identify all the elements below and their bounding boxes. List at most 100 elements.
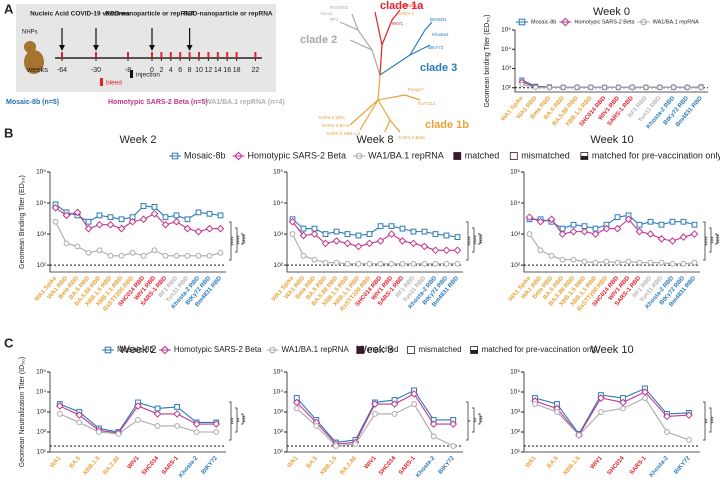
key-label: bleed [106,80,122,87]
point [216,224,225,233]
point [635,227,644,236]
y-tick-label: 10² [37,262,47,269]
leaf-label: Khosta2 [432,32,449,37]
point [570,256,577,263]
week-label: -64 [57,67,67,74]
group: WA1/BA.1 repRNA (n=4) [205,99,285,106]
leaf-label: SARS-2 Beta [398,135,425,140]
y-tick-label: 10³ [511,409,521,416]
point [657,84,663,90]
y-axis-label: Geomean Binding Titer (ED₅₀) [19,175,26,269]
series-line [534,397,690,441]
leaf-label: RmYN02 [330,5,349,10]
point [449,420,458,428]
bleed-icon [100,78,103,86]
point [698,84,704,90]
point [390,400,399,408]
sig-stars: ** [238,417,244,422]
point [377,223,384,230]
point [332,237,341,245]
point [344,260,351,267]
point [429,420,438,428]
series-line [529,214,695,230]
tree: clade 1a clade 2 clade 3 clade 1b SARS-1 WIV1… [300,0,469,140]
point [442,246,451,255]
legend-label: Homotypic SARS-2 Beta [174,345,262,354]
point [96,212,103,219]
y-tick-label: 10⁵ [510,169,520,176]
y-tick-label: 10³ [274,231,284,238]
leaf-label: BM4831 [430,17,447,22]
y-tick-label: 10² [37,429,47,436]
point [300,252,307,259]
legend-label: WA1/BA.1 repRNA [282,345,350,354]
point [420,242,429,251]
point [647,259,654,266]
legend: Mosaic-8b Homotypic SARS-2 Beta WA1/BA.1 r… [516,17,700,27]
point [430,433,437,440]
point [195,209,202,216]
sig-bracket [466,401,469,441]
point [56,411,63,417]
injection-icon [130,70,133,78]
y-tick-label: 10⁵ [36,369,46,376]
week-label: -30 [91,67,101,74]
point [574,84,580,90]
point [153,410,162,418]
point [533,84,539,90]
point [354,242,363,251]
point [333,228,340,235]
y-tick-label: 10⁵ [273,369,283,376]
point [151,204,158,210]
point [410,260,417,267]
y-tick-label: 10⁴ [501,46,511,53]
timeline: NHPs Nucleic Acid COVID-19 vaccines RBD-… [6,4,285,106]
group: Homotypic SARS-2 Beta (n=5) [108,99,208,106]
point [685,411,693,419]
point [454,260,461,267]
sig-stars: *** [481,415,487,423]
point [150,209,159,218]
y-tick-label: 10⁵ [510,369,520,376]
point [75,411,84,419]
sig-stars: **** [238,235,244,245]
leaf-label: SARS-2 BA.5 [322,123,350,128]
point [576,432,582,438]
point [669,218,676,225]
y-tick-label: 10² [511,429,521,436]
point [399,225,406,232]
point [51,204,60,212]
legend-label: WA1/BA.1 repRNA [653,19,700,25]
point [134,402,142,410]
point [174,403,181,410]
point [388,223,395,230]
point [73,208,82,217]
timeline-box [16,4,276,92]
point [432,231,439,237]
point [602,84,608,90]
point [387,230,396,238]
legend-label: matched for pre-vaccination only [592,150,720,160]
week-label: 6 [178,67,182,74]
x-tick-label: Khosta-2 [649,455,671,479]
series-line [55,204,221,223]
point [162,214,169,221]
week-label: -8 [125,67,131,74]
bleed-mark [226,52,229,58]
legend-swatch [470,350,478,354]
point [592,259,599,266]
legend-label: Mosaic-8b [531,19,556,25]
point [657,235,666,243]
arrowhead [93,45,99,51]
sig-stars: *** [232,417,238,425]
sig-stars: * [469,419,475,422]
sig-stars: **** [475,235,481,245]
point [548,252,555,259]
point [432,260,439,267]
point [686,437,692,443]
point [140,203,147,209]
point [293,405,300,412]
x-tick-label: SARS-1 [161,455,180,476]
sig-bracket [703,401,706,441]
sig-bracket [709,407,712,433]
